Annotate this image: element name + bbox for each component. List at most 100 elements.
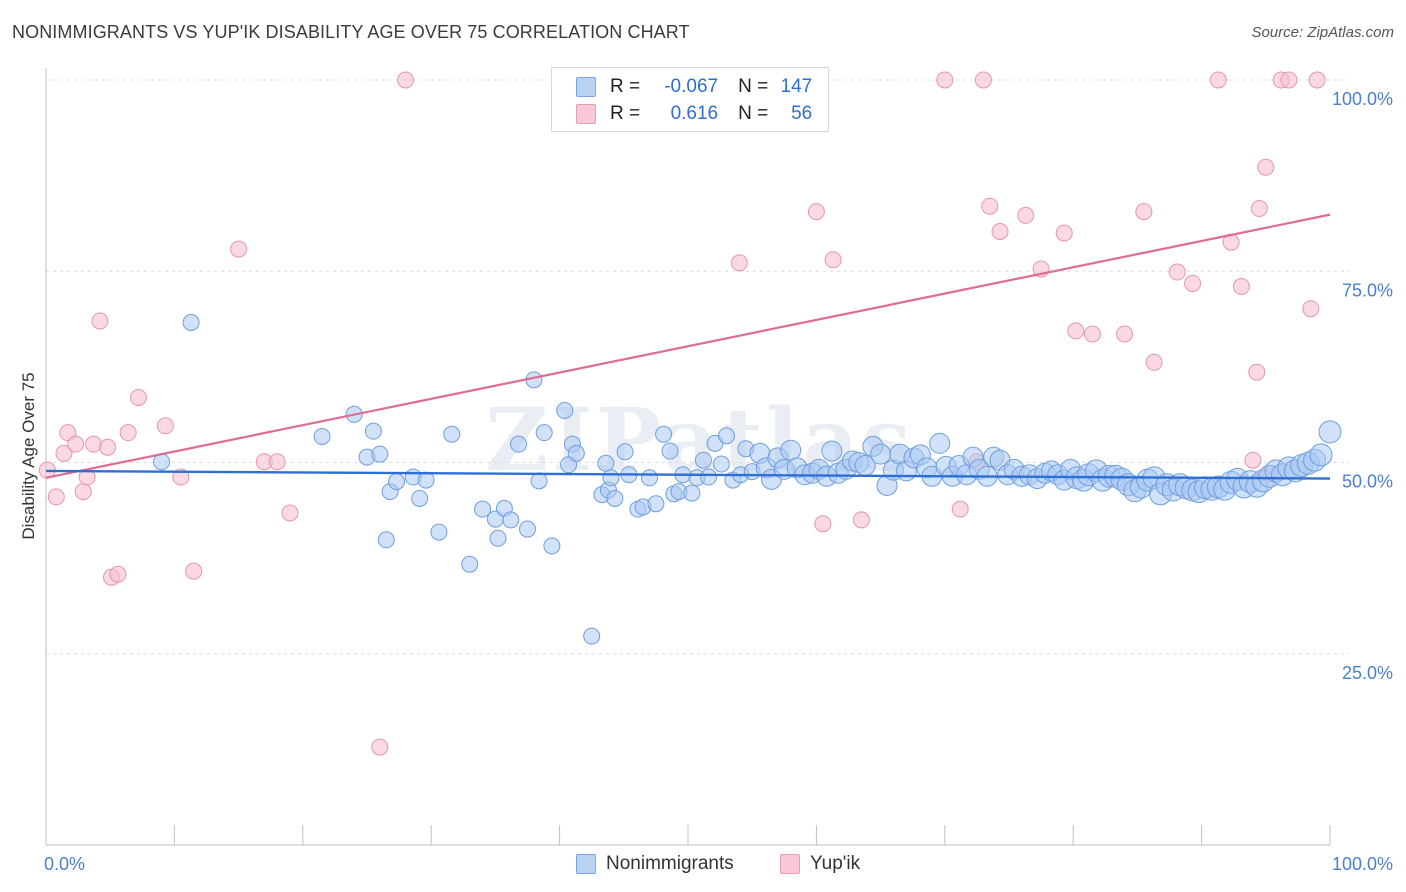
data-point-nonimmigrants bbox=[606, 489, 624, 507]
y-tick-label: 75.0% bbox=[1342, 280, 1393, 300]
data-point-yupik bbox=[824, 251, 842, 269]
data-point-nonimmigrants bbox=[510, 435, 528, 453]
data-point-nonimmigrants bbox=[388, 473, 406, 491]
data-point-yupik bbox=[981, 197, 999, 215]
data-point-yupik bbox=[1184, 274, 1202, 292]
data-point-nonimmigrants bbox=[597, 454, 615, 472]
data-point-nonimmigrants bbox=[364, 422, 382, 440]
series-yupik bbox=[38, 71, 1326, 756]
data-point-nonimmigrants bbox=[474, 500, 492, 518]
data-point-nonimmigrants bbox=[543, 537, 561, 555]
trend-line-yupik bbox=[45, 213, 1331, 479]
data-point-yupik bbox=[1083, 325, 1101, 343]
chart-title: NONIMMIGRANTS VS YUP'IK DISABILITY AGE O… bbox=[12, 22, 690, 42]
data-point-nonimmigrants bbox=[313, 427, 331, 445]
x-tick-label-min: 0.0% bbox=[44, 854, 85, 874]
x-tick-label-max: 100.0% bbox=[1332, 854, 1393, 874]
data-point-yupik bbox=[1308, 71, 1326, 89]
data-point-nonimmigrants bbox=[535, 424, 553, 442]
data-point-yupik bbox=[991, 222, 1009, 240]
data-point-yupik bbox=[91, 312, 109, 330]
legend-n-value: 147 bbox=[780, 76, 813, 97]
data-point-yupik bbox=[55, 444, 73, 462]
data-point-nonimmigrants bbox=[647, 495, 665, 513]
y-axis-title: Disability Age Over 75 bbox=[19, 372, 38, 539]
y-tick-label: 100.0% bbox=[1332, 89, 1393, 109]
data-point-nonimmigrants bbox=[411, 489, 429, 507]
data-point-yupik bbox=[1250, 200, 1268, 218]
data-point-nonimmigrants bbox=[602, 469, 620, 487]
data-point-nonimmigrants bbox=[616, 443, 634, 461]
data-point-yupik bbox=[852, 511, 870, 529]
legend-r-value: -0.067 bbox=[664, 76, 719, 97]
data-point-nonimmigrants bbox=[461, 555, 479, 573]
legend-r-label: R = bbox=[610, 76, 641, 97]
data-point-nonimmigrants bbox=[377, 531, 395, 549]
data-point-yupik bbox=[74, 483, 92, 501]
data-point-nonimmigrants bbox=[655, 425, 673, 443]
data-point-yupik bbox=[1232, 278, 1250, 296]
data-point-nonimmigrants bbox=[443, 425, 461, 443]
data-point-yupik bbox=[85, 435, 103, 453]
data-point-yupik bbox=[156, 417, 174, 435]
data-point-yupik bbox=[397, 71, 415, 89]
data-point-nonimmigrants bbox=[371, 445, 389, 463]
data-point-yupik bbox=[99, 438, 117, 456]
legend-n-label: N = bbox=[738, 103, 769, 124]
data-point-yupik bbox=[951, 500, 969, 518]
data-point-yupik bbox=[814, 515, 832, 533]
series-nonimmigrants bbox=[153, 314, 1342, 645]
data-point-yupik bbox=[119, 424, 137, 442]
trend-line-nonimmigrants bbox=[45, 469, 1331, 480]
data-point-nonimmigrants bbox=[780, 439, 802, 461]
data-point-yupik bbox=[936, 71, 954, 89]
y-tick-label: 25.0% bbox=[1342, 663, 1393, 683]
data-point-nonimmigrants bbox=[712, 455, 730, 473]
tick-labels: 25.0% 50.0% 75.0% 100.0% 0.0% 100.0% bbox=[44, 89, 1393, 874]
data-point-yupik bbox=[230, 240, 248, 258]
data-point-nonimmigrants bbox=[1309, 443, 1333, 467]
data-point-yupik bbox=[1244, 451, 1262, 469]
data-point-yupik bbox=[1145, 353, 1163, 371]
data-point-nonimmigrants bbox=[821, 440, 843, 462]
data-point-nonimmigrants bbox=[556, 401, 574, 419]
bottom-legend-yupik: Yup'ik bbox=[780, 852, 860, 876]
data-point-yupik bbox=[1017, 206, 1035, 224]
data-point-nonimmigrants bbox=[519, 520, 536, 538]
data-point-nonimmigrants bbox=[567, 444, 585, 462]
data-point-yupik bbox=[1257, 158, 1275, 176]
data-point-yupik bbox=[129, 388, 147, 406]
data-point-yupik bbox=[1067, 322, 1085, 340]
data-point-nonimmigrants bbox=[929, 432, 951, 454]
bottom-legend-label: Nonimmigrants bbox=[606, 853, 734, 874]
data-point-nonimmigrants bbox=[718, 427, 736, 445]
data-point-yupik bbox=[807, 203, 825, 221]
legend-n-label: N = bbox=[738, 76, 769, 97]
data-point-yupik bbox=[1168, 263, 1186, 281]
data-point-yupik bbox=[1209, 71, 1227, 89]
data-point-yupik bbox=[67, 435, 85, 453]
data-point-nonimmigrants bbox=[430, 523, 448, 541]
axes bbox=[45, 68, 1331, 846]
legend-n-value: 56 bbox=[791, 103, 813, 124]
data-point-yupik bbox=[1055, 224, 1073, 242]
data-point-nonimmigrants bbox=[502, 511, 520, 529]
legend-r-label: R = bbox=[610, 103, 641, 124]
data-point-nonimmigrants bbox=[489, 529, 507, 547]
data-point-yupik bbox=[730, 254, 748, 272]
data-point-yupik bbox=[1280, 71, 1298, 89]
legend-row-yupik: R = 0.616 N = 56 bbox=[576, 102, 812, 126]
data-point-yupik bbox=[1135, 203, 1153, 221]
trend-lines bbox=[45, 213, 1331, 480]
data-point-yupik bbox=[1302, 300, 1320, 318]
data-point-nonimmigrants bbox=[182, 314, 200, 332]
data-point-nonimmigrants bbox=[694, 451, 712, 469]
data-point-nonimmigrants bbox=[1318, 420, 1342, 444]
bottom-legend-nonimmigrants: Nonimmigrants bbox=[576, 852, 734, 876]
data-point-yupik bbox=[109, 565, 127, 583]
data-point-yupik bbox=[172, 468, 190, 486]
bottom-swatch-blue bbox=[576, 854, 596, 874]
bottom-swatch-pink bbox=[780, 854, 800, 874]
data-point-yupik bbox=[974, 71, 992, 89]
